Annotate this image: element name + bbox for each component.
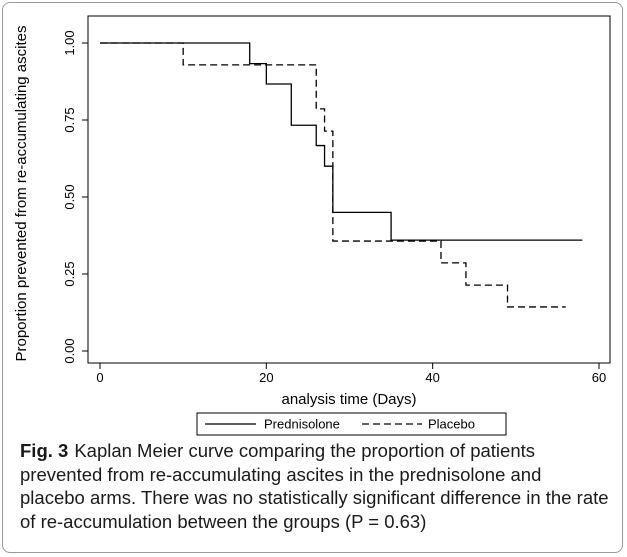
y-tick-label: 1.00 (62, 30, 77, 55)
figure-caption: Fig. 3 Kaplan Meier curve comparing the p… (20, 439, 610, 533)
x-tick-label: 0 (96, 370, 103, 385)
figure-label: Fig. 3 (20, 440, 69, 461)
legend-label-prednisolone: Prednisolone (264, 417, 340, 432)
legend-label-placebo: Placebo (428, 417, 475, 432)
x-tick-label: 20 (259, 370, 273, 385)
x-axis-label: analysis time (Days) (281, 391, 416, 408)
x-tick-label: 60 (592, 370, 606, 385)
y-tick-label: 0.50 (62, 184, 77, 209)
series-line-placebo (100, 42, 566, 308)
series-line-prednisolone (100, 42, 583, 241)
y-tick-label: 0.00 (62, 338, 77, 363)
plot-frame (87, 15, 611, 364)
legend-box (196, 412, 507, 436)
kaplan-meier-chart: 0 20 40 60 0.00 0.25 0.50 0.75 1.00 analysis time… (13, 15, 611, 436)
y-tick-label: 0.25 (62, 261, 77, 286)
y-axis-label: Proportion prevented from re-accumulatin… (13, 26, 30, 362)
y-tick-label: 0.75 (62, 107, 77, 132)
caption-text: Kaplan Meier curve comparing the proport… (20, 440, 609, 532)
figure-container (2, 2, 623, 553)
x-tick-label: 40 (425, 370, 439, 385)
